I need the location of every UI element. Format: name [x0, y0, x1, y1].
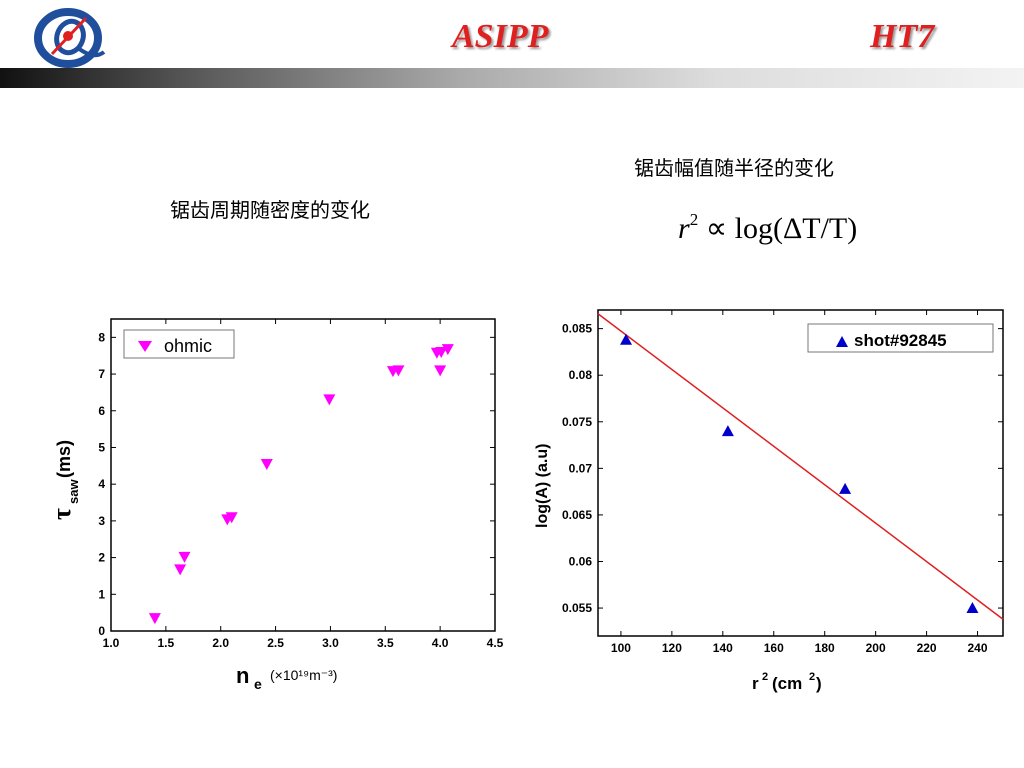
data-point	[721, 425, 734, 437]
data-point	[148, 613, 161, 625]
y-tick-label: 3	[98, 514, 105, 528]
data-point	[178, 551, 191, 563]
right-legend-label: shot#92845	[854, 331, 947, 350]
header-gradient-bar	[0, 68, 1024, 88]
left-data-points	[148, 344, 454, 625]
data-point	[260, 458, 273, 470]
right-xlabel-unit-close: )	[816, 674, 822, 693]
left-legend-box	[123, 329, 235, 359]
left-legend-label: ohmic	[164, 336, 212, 356]
y-tick-label: 0.085	[562, 322, 592, 336]
fit-line	[597, 313, 1004, 620]
y-tick-label: 0.08	[569, 368, 593, 382]
x-tick-label: 200	[866, 641, 886, 655]
right-plot-frame	[597, 309, 1004, 637]
data-point	[434, 365, 447, 377]
x-tick-label: 240	[968, 641, 988, 655]
right-legend-marker	[836, 336, 848, 347]
y-tick-label: 0	[98, 624, 105, 638]
y-tick-label: 0.055	[562, 601, 592, 615]
data-point	[430, 347, 443, 359]
y-tick-label: 4	[98, 477, 105, 491]
header-title-ht7: HT7	[870, 18, 935, 55]
x-tick-label: 4.0	[432, 636, 449, 650]
data-point	[221, 514, 234, 526]
asipp-logo-icon	[34, 8, 106, 68]
y-tick-label: 2	[98, 551, 105, 565]
header-title-asipp: ASIPP	[452, 18, 549, 55]
x-tick-label: 140	[713, 641, 733, 655]
x-tick-label: 2.0	[212, 636, 229, 650]
left-xlabel-unit: (×10¹⁹m⁻³)	[270, 667, 337, 683]
x-tick-label: 120	[662, 641, 682, 655]
y-tick-label: 1	[98, 587, 105, 601]
left-chart-caption: 锯齿周期随密度的变化	[170, 198, 370, 222]
y-tick-label: 0.07	[569, 461, 593, 475]
right-xlabel-main: r	[752, 674, 759, 693]
x-tick-label: 160	[764, 641, 784, 655]
formula-proportional-symbol: ∝	[705, 212, 728, 245]
y-tick-label: 5	[98, 440, 105, 454]
data-point	[386, 366, 399, 378]
data-point	[225, 512, 238, 524]
left-axis-ticks: 1.0 1.5 2.0 2.5 3.0 3.5 4.0 4.5 0 1 2 3 4 5 6 7 8	[98, 319, 504, 650]
x-tick-label: 1.0	[103, 636, 120, 650]
data-point	[323, 394, 336, 406]
x-tick-label: 100	[611, 641, 631, 655]
y-tick-label: 0.065	[562, 508, 592, 522]
right-xlabel-unit-sup: 2	[809, 671, 815, 683]
data-point	[441, 344, 454, 356]
data-point	[435, 347, 448, 359]
y-tick-label: 0.075	[562, 415, 592, 429]
right-data-points	[620, 333, 979, 614]
formula: r2 ∝ log(ΔT/T)	[678, 210, 857, 246]
x-tick-label: 2.5	[267, 636, 284, 650]
x-tick-label: 220	[917, 641, 937, 655]
formula-exponent: 2	[689, 210, 699, 229]
y-tick-label: 8	[98, 330, 105, 344]
left-xlabel-main: n	[236, 663, 249, 688]
right-xlabel-unit: (cm	[772, 674, 802, 693]
left-legend-marker	[138, 341, 152, 352]
right-xlabel-sup: 2	[762, 671, 768, 683]
y-tick-label: 7	[98, 367, 105, 381]
right-legend-box	[807, 323, 994, 353]
x-tick-label: 180	[815, 641, 835, 655]
y-tick-label: 6	[98, 404, 105, 418]
left-plot-frame	[110, 318, 496, 632]
data-point	[966, 602, 979, 614]
left-ylabel-sub: saw	[66, 479, 81, 504]
formula-r: r	[678, 212, 690, 245]
left-ylabel-main: τ	[47, 508, 76, 520]
data-point	[839, 482, 852, 494]
right-ylabel: log(A) (a.u)	[534, 444, 551, 528]
data-point	[174, 564, 187, 576]
left-xlabel-sub: e	[254, 676, 262, 692]
x-tick-label: 3.0	[322, 636, 339, 650]
x-tick-label: 4.5	[487, 636, 504, 650]
x-tick-label: 1.5	[158, 636, 175, 650]
data-point	[392, 365, 405, 377]
y-tick-label: 0.06	[569, 554, 593, 568]
right-chart-caption: 锯齿幅值随半径的变化	[634, 156, 834, 180]
x-tick-label: 3.5	[377, 636, 394, 650]
right-axis-ticks: 100 120 140 160 180 200 220 240 0.055 0.06 0.065 0.…	[562, 310, 1003, 655]
left-ylabel-unit: (ms)	[54, 440, 74, 478]
formula-rhs: log(ΔT/T)	[734, 212, 858, 245]
data-point	[620, 333, 633, 345]
